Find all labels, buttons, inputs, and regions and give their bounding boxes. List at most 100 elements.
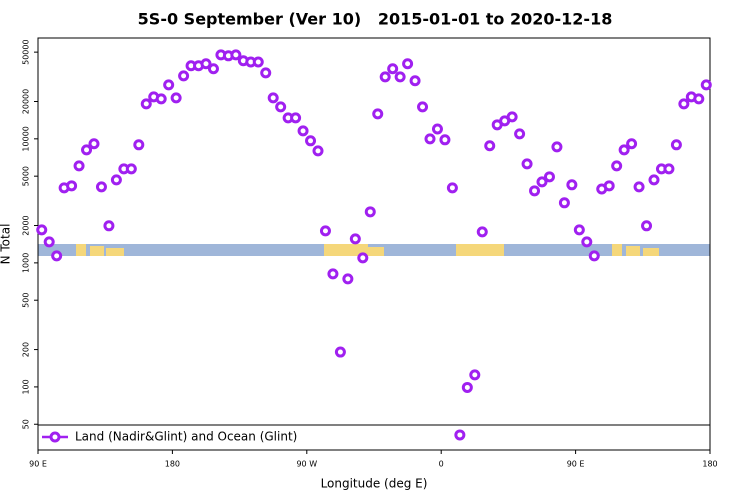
point: [133, 139, 145, 151]
point: [357, 252, 369, 264]
point: [394, 71, 406, 83]
point: [603, 180, 615, 192]
point: [573, 224, 585, 236]
point: [439, 134, 451, 146]
point: [334, 346, 346, 358]
point: [641, 220, 653, 232]
y-tick-label: 50000: [22, 39, 31, 64]
point: [476, 226, 488, 238]
point: [207, 63, 219, 75]
point: [163, 79, 175, 91]
point: [469, 369, 481, 381]
point: [230, 49, 242, 61]
point: [51, 250, 63, 262]
point: [200, 58, 212, 70]
point: [402, 58, 414, 70]
point: [43, 236, 55, 248]
point: [103, 220, 115, 232]
y-tick-label: 100: [22, 379, 31, 394]
point: [678, 98, 690, 110]
y-tick-label: 10000: [22, 126, 31, 151]
point: [700, 79, 712, 91]
point: [312, 145, 324, 157]
point: [424, 133, 436, 145]
x-tick-label: 90 E: [567, 460, 585, 469]
point: [663, 163, 675, 175]
point: [536, 176, 548, 188]
x-tick-label: 0: [439, 460, 444, 469]
legend-label: Land (Nadir&Glint) and Ocean (Glint): [75, 430, 297, 444]
point: [693, 93, 705, 105]
point: [633, 181, 645, 193]
point: [252, 56, 264, 68]
y-tick-label: 5000: [22, 166, 31, 186]
point: [484, 140, 496, 152]
y-axis-label: N Total: [0, 224, 13, 265]
point: [551, 141, 563, 153]
point: [648, 174, 660, 186]
point: [543, 171, 555, 183]
point: [155, 93, 167, 105]
point: [275, 101, 287, 113]
point: [566, 179, 578, 191]
point: [95, 181, 107, 193]
x-tick-label: 90 E: [29, 460, 47, 469]
plot-frame: [37, 37, 711, 451]
x-axis-label: Longitude (deg E): [321, 477, 428, 491]
point: [36, 224, 48, 236]
land-patches: [76, 244, 659, 256]
point: [670, 139, 682, 151]
point: [514, 128, 526, 140]
point: [305, 135, 317, 147]
point: [588, 250, 600, 262]
point: [319, 225, 331, 237]
point: [66, 180, 78, 192]
point: [297, 125, 309, 137]
y-tick-label: 2000: [22, 215, 31, 235]
point: [431, 123, 443, 135]
chart-title: 5S-0 September (Ver 10) 2015-01-01 to 20…: [138, 10, 613, 29]
point: [364, 206, 376, 218]
point: [387, 63, 399, 75]
point: [558, 197, 570, 209]
point: [372, 108, 384, 120]
point: [73, 160, 85, 172]
point: [81, 144, 93, 156]
x-tick-label: 90 W: [296, 460, 317, 469]
point: [110, 174, 122, 186]
x-tick-label: 180: [165, 460, 180, 469]
point: [349, 233, 361, 245]
point: [521, 158, 533, 170]
point: [140, 98, 152, 110]
point: [178, 70, 190, 82]
y-tick-label: 1000: [22, 253, 31, 273]
y-tick-label: 20000: [22, 89, 31, 114]
y-tick-label: 200: [22, 342, 31, 357]
point: [260, 67, 272, 79]
point: [88, 138, 100, 150]
point: [342, 273, 354, 285]
point: [454, 429, 466, 441]
point: [581, 236, 593, 248]
point: [626, 138, 638, 150]
point: [446, 182, 458, 194]
point: [618, 144, 630, 156]
point: [417, 101, 429, 113]
x-tick-label: 180: [702, 460, 717, 469]
point: [611, 160, 623, 172]
point: [529, 185, 541, 197]
y-tick-label: 500: [22, 293, 31, 308]
point: [409, 75, 421, 87]
point: [506, 111, 518, 123]
point: [327, 268, 339, 280]
legend-marker: [49, 431, 61, 443]
point: [461, 381, 473, 393]
point: [379, 71, 391, 83]
point: [267, 92, 279, 104]
point: [125, 163, 137, 175]
point: [290, 112, 302, 124]
point: [170, 92, 182, 104]
y-tick-label: 50: [22, 419, 31, 429]
